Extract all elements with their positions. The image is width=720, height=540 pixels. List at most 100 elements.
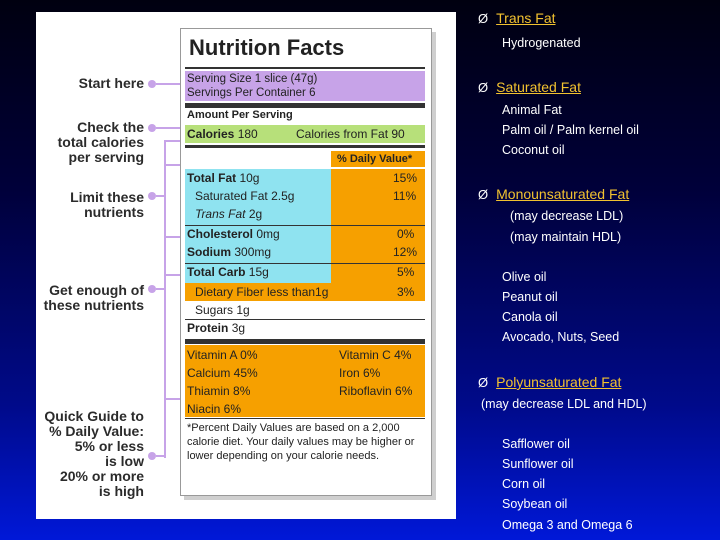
- get-enough-bracket-bottom: [164, 398, 180, 400]
- total-carb-label: Total Carb: [187, 265, 246, 279]
- vitamin-rule: [185, 339, 425, 344]
- bullet-arrow-icon: Ø: [478, 11, 489, 26]
- limit-bracket-bottom: [164, 236, 180, 238]
- limit-line2: nutrients: [84, 204, 144, 220]
- poly-item: Sunflower oil: [502, 457, 574, 471]
- quick-guide-bracket-top: [164, 140, 180, 142]
- saturated-fat-heading: Ø Saturated Fat: [478, 79, 581, 95]
- poly-item: Corn oil: [502, 477, 546, 491]
- start-here-text: Start here: [78, 75, 144, 91]
- mono-item: Olive oil: [502, 270, 547, 284]
- trans-item: Hydrogenated: [502, 36, 581, 50]
- saturated-item: Palm oil / Palm kernel oil: [502, 123, 639, 137]
- quick-line4: is low: [105, 453, 144, 469]
- total-fat-amount: 10g: [239, 171, 260, 185]
- nutrient-row-sugars: Sugars 1g: [195, 303, 250, 317]
- nutrition-facts-title: Nutrition Facts: [189, 35, 345, 60]
- mono-item: Avocado, Nuts, Seed: [502, 330, 620, 344]
- protein-amount: 3g: [231, 321, 246, 335]
- riboflavin: Riboflavin 6%: [339, 384, 413, 398]
- sugars-label: Sugars: [195, 303, 234, 317]
- quick-guide-line-h: [156, 455, 166, 457]
- poly-item: Safflower oil: [502, 437, 570, 451]
- title-rule: [185, 67, 425, 69]
- amount-per-serving: Amount Per Serving: [187, 109, 293, 121]
- sodium-label: Sodium: [187, 245, 231, 259]
- limit-bracket-top: [164, 164, 180, 166]
- check-calories-dot: [148, 124, 156, 132]
- check-calories-line3: per serving: [68, 149, 144, 165]
- poly-note: (may decrease LDL and HDL): [481, 397, 647, 411]
- nutrient-row-fiber: Dietary Fiber less than1g: [195, 285, 328, 299]
- total-fat-label: Total Fat: [187, 171, 237, 185]
- trans-fat-amount: 2g: [248, 207, 263, 221]
- mono-item: Peanut oil: [502, 290, 558, 304]
- carb-rule: [185, 263, 425, 264]
- fiber-amount: 1g: [315, 285, 329, 299]
- poly-item: Omega 3 and Omega 6: [502, 518, 633, 532]
- trans-fat-label: Trans Fat: [195, 207, 246, 221]
- poly-fat-heading: Ø Polyunsaturated Fat: [478, 374, 621, 390]
- quick-guide-dot: [148, 452, 156, 460]
- check-calories-line2: total calories: [57, 134, 144, 150]
- bullet-arrow-icon: Ø: [478, 80, 489, 95]
- sugars-amount: 1g: [236, 303, 250, 317]
- saturated-item: Coconut oil: [502, 143, 565, 157]
- nutrient-row-trans-fat: Trans Fat 2g: [195, 207, 262, 221]
- dv-header-band: [331, 151, 425, 167]
- mono-fat-heading: Ø Monounsaturated Fat: [478, 186, 629, 202]
- total-carb-dv: 5%: [397, 265, 415, 279]
- poly-fat-title: Polyunsaturated Fat: [496, 374, 622, 390]
- nutrition-facts-label: Nutrition Facts Serving Size 1 slice (47…: [180, 28, 432, 496]
- limit-line-h: [156, 195, 166, 197]
- check-calories-label: Check the total calories per serving: [36, 120, 144, 165]
- bullet-arrow-icon: Ø: [478, 187, 489, 202]
- saturated-fat-amount: 2.5g: [271, 189, 295, 203]
- get-enough-line-h: [156, 288, 166, 290]
- limit-line1: Limit these: [70, 189, 144, 205]
- serving-size: Serving Size 1 slice (47g): [187, 73, 318, 85]
- sodium-dv: 12%: [393, 245, 418, 259]
- nutrient-row-saturated-fat: Saturated Fat 2.5g: [195, 189, 294, 203]
- mono-note: (may maintain HDL): [510, 230, 622, 244]
- get-enough-line2: these nutrients: [43, 297, 144, 313]
- total-carb-amount: 15g: [248, 265, 269, 279]
- nutrient-row-protein: Protein 3g: [187, 321, 245, 335]
- iron: Iron 6%: [339, 366, 381, 380]
- vitamin-band: [185, 345, 425, 417]
- vitamin-c: Vitamin C 4%: [339, 348, 412, 362]
- footnote-rule: [185, 418, 425, 419]
- fiber-dv: 3%: [397, 285, 415, 299]
- calories-rule: [185, 145, 425, 148]
- limit-band-left: [185, 169, 331, 283]
- calories-label: Calories: [187, 127, 235, 141]
- limit-label: Limit these nutrients: [36, 190, 144, 220]
- get-enough-label: Get enough of these nutrients: [36, 283, 144, 313]
- vitamin-a: Vitamin A 0%: [187, 348, 258, 362]
- check-calories-line: [156, 127, 180, 129]
- protein-rule: [185, 319, 425, 320]
- get-enough-bracket-top: [164, 274, 180, 276]
- calories-from-fat: Calories from Fat 90: [296, 127, 405, 141]
- get-enough-dot: [148, 285, 156, 293]
- start-here-dot: [148, 80, 156, 88]
- nutrient-row-total-fat: Total Fat 10g: [187, 171, 259, 185]
- nutrient-row-cholesterol: Cholesterol 0mg: [187, 227, 280, 241]
- daily-value-header: % Daily Value*: [337, 153, 413, 165]
- thiamin: Thiamin 8%: [187, 384, 251, 398]
- serving-band: [185, 71, 425, 101]
- get-enough-line1: Get enough of: [49, 282, 144, 298]
- fiber-band: [185, 283, 425, 301]
- mono-fat-title: Monounsaturated Fat: [496, 186, 630, 202]
- serving-rule: [185, 103, 425, 108]
- calories-row: Calories 180: [187, 127, 258, 141]
- check-calories-line1: Check the: [77, 119, 144, 135]
- limit-dot: [148, 192, 156, 200]
- quick-line2: % Daily Value:: [49, 423, 144, 439]
- cholesterol-label: Cholesterol: [187, 227, 254, 241]
- cholesterol-dv: 0%: [397, 227, 415, 241]
- nutrient-row-sodium: Sodium 300mg: [187, 245, 271, 259]
- cholesterol-amount: 0mg: [256, 227, 280, 241]
- mono-item: Canola oil: [502, 310, 558, 324]
- saturated-fat-dv: 11%: [393, 189, 417, 203]
